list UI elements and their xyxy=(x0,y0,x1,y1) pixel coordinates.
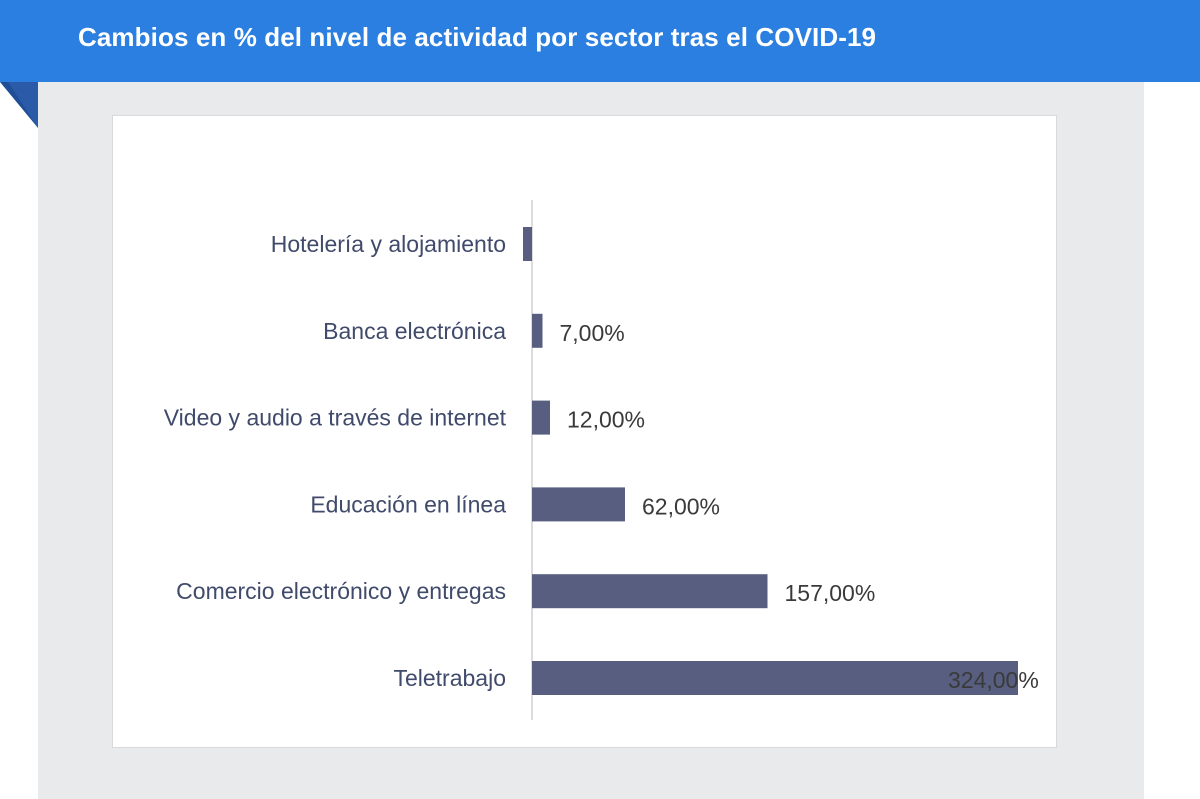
data-label: 7,00% xyxy=(560,320,625,346)
page-title: Cambios en % del nivel de actividad por … xyxy=(78,22,877,52)
bar xyxy=(532,661,1018,695)
data-label: 12,00% xyxy=(567,407,645,433)
header-fold-decoration xyxy=(0,82,38,128)
category-label: Video y audio a través de internet xyxy=(164,405,507,431)
bar xyxy=(532,400,550,435)
data-label: 157,00% xyxy=(785,580,876,606)
data-label: 62,00% xyxy=(642,493,720,519)
category-label: Educación en línea xyxy=(310,491,506,517)
bar xyxy=(532,313,543,348)
bar xyxy=(532,574,768,609)
bar xyxy=(532,487,625,522)
chart-frame: Hotelería y alojamiento Banca electrónica… xyxy=(112,115,1057,748)
bar xyxy=(523,227,532,261)
category-label: Banca electrónica xyxy=(323,318,506,344)
bar-chart: Hotelería y alojamiento Banca electrónica… xyxy=(164,200,1039,720)
header-banner: Cambios en % del nivel de actividad por … xyxy=(0,0,1200,82)
category-label: Hotelería y alojamiento xyxy=(271,231,506,257)
data-label: 324,00% xyxy=(948,667,1039,693)
category-label: Teletrabajo xyxy=(393,665,506,691)
category-label: Comercio electrónico y entregas xyxy=(176,578,506,604)
